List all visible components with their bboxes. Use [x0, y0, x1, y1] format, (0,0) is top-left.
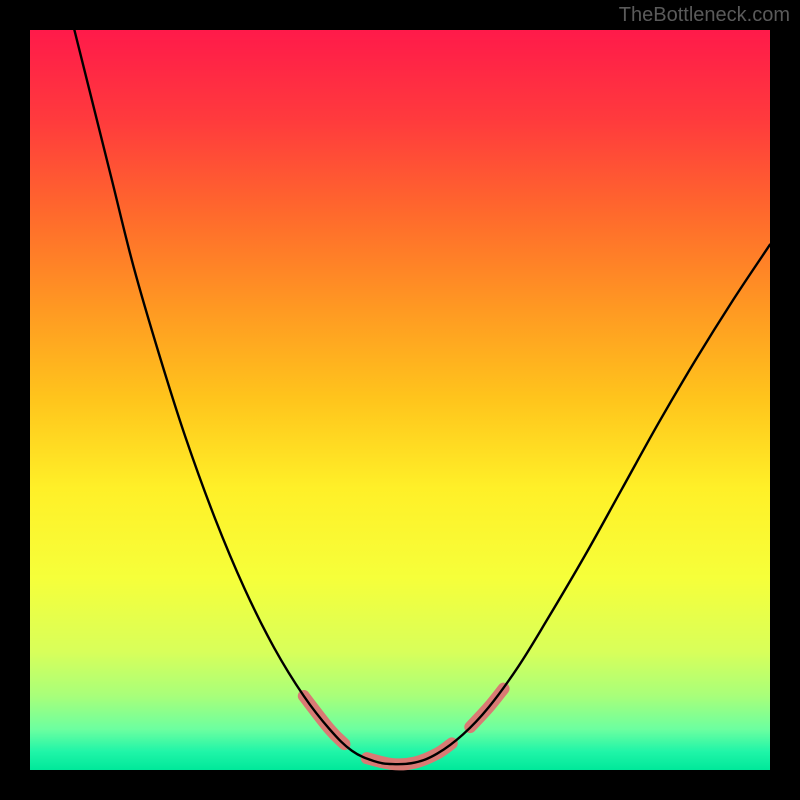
chart-container: TheBottleneck.com [0, 0, 800, 800]
bottleneck-chart [0, 0, 800, 800]
watermark-text: TheBottleneck.com [619, 4, 790, 27]
